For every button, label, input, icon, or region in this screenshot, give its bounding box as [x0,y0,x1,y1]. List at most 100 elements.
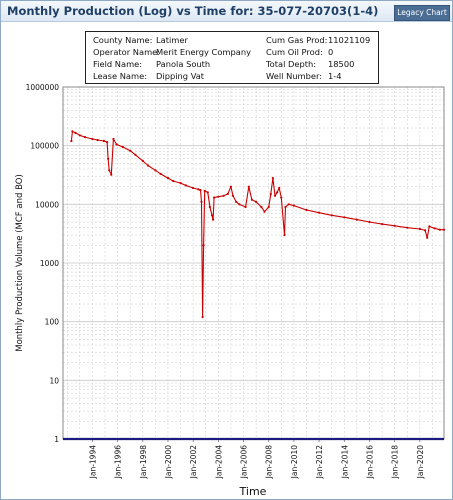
data-point [283,233,286,237]
y-tick-label: 10 [49,376,59,385]
data-point [159,172,162,175]
data-point [166,177,170,180]
data-point [273,194,277,197]
x-tick-label: Jan-1998 [139,445,148,480]
data-point [192,186,195,190]
data-point [229,185,232,188]
x-tick-label: Jan-2008 [265,445,274,480]
data-point [71,130,74,133]
y-tick-label: 10000 [35,200,59,209]
lease-value: Dipping Vat [156,71,205,81]
data-point [184,184,187,187]
cum-gas-label: Cum Gas Prod: [266,35,328,45]
data-point [244,205,247,209]
data-point [102,139,105,143]
data-point [318,211,321,214]
x-tick-label: Jan-2018 [391,445,400,480]
data-point [112,137,115,141]
data-point [146,164,150,167]
cum-gas-value: 11021109 [328,35,371,45]
field-label: Field Name: [93,59,143,69]
y-tick-label: 1 [54,435,59,444]
data-point [235,200,238,203]
legacy-chart-button[interactable]: Legacy Chart [394,5,450,21]
data-point [129,149,132,152]
data-point [179,182,182,185]
x-tick-label: Jan-1994 [88,445,97,480]
data-point [287,203,290,206]
field-value: Panola South [156,59,211,69]
well-number-value: 1-4 [328,71,342,81]
data-point [393,224,396,227]
x-tick-label: Jan-2012 [315,445,324,480]
data-point [418,227,421,231]
depth-label: Total Depth: [266,59,317,69]
data-point [433,227,436,230]
data-point [197,188,200,191]
well-info-box: County Name: Latimer Operator Name: Meri… [85,31,379,84]
data-point [83,136,87,139]
x-tick-label: Jan-1996 [114,445,123,480]
data-point [96,138,99,142]
data-point [260,205,263,209]
x-tick-label: Jan-2000 [164,445,173,480]
data-point [442,228,446,231]
data-point [284,205,287,209]
data-point [247,185,250,188]
data-point [208,205,211,209]
data-point [355,218,358,221]
cum-oil-label: Cum Oil Prod: [266,47,323,57]
data-point [276,191,279,194]
data-point [141,159,144,162]
data-point [426,236,429,239]
data-point [226,192,229,196]
data-point [280,196,283,199]
data-point [269,192,272,196]
data-point [213,196,216,199]
series-line-0 [70,130,444,318]
data-point [330,214,333,217]
operator-label: Operator Name: [93,47,161,57]
data-point [201,315,204,319]
y-tick-label: 100 [45,318,60,327]
x-tick-label: Jan-2006 [240,445,249,480]
data-point [203,189,206,192]
county-label: County Name: [93,35,153,45]
data-point [91,137,94,141]
data-point [106,141,109,144]
data-point [292,204,295,207]
series-layer [63,130,446,441]
x-tick-label: Jan-2016 [365,445,374,480]
y-axis-ticks: 1 10 100 1000 10000 100000 1000000 [26,83,60,444]
y-tick-label: 1000 [40,259,59,268]
chart-title: Monthly Production (Log) vs Time for: 35… [7,4,379,18]
lease-label: Lease Name: [93,71,148,81]
y-tick-label: 100000 [30,142,59,151]
data-point [406,226,409,229]
data-point [271,177,274,180]
data-point [238,203,241,206]
data-point [212,218,215,221]
data-point [263,210,266,213]
data-point [368,220,371,224]
data-point [424,229,427,232]
data-point [70,139,73,143]
data-point [381,223,384,226]
x-tick-label: Jan-2004 [214,445,223,480]
county-value: Latimer [156,35,188,45]
data-point [210,214,214,217]
x-tick-label: Jan-2020 [416,445,425,480]
x-axis-label: Time [239,485,267,498]
data-point [200,200,203,203]
data-point [78,134,81,137]
operator-value: Merit Energy Company [156,47,252,57]
data-point [199,189,202,192]
data-point [134,153,137,156]
data-point [74,131,77,134]
data-point [108,169,111,172]
data-point [110,173,113,176]
x-tick-label: Jan-2002 [189,445,198,480]
x-tick-label: Jan-2014 [340,445,349,480]
y-axis-label: Monthly Production Volume (MCF and BO) [15,174,25,352]
